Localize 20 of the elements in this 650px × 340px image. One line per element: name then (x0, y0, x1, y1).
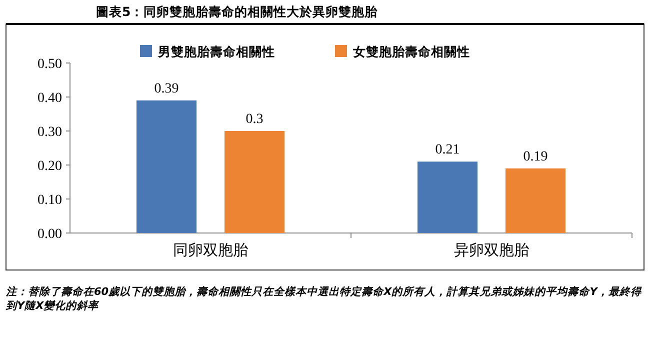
y-tick-label: 0.10 (38, 193, 62, 208)
y-tick-label: 0.50 (38, 57, 62, 72)
data-label: 0.39 (154, 81, 179, 96)
legend-label: 男雙胞胎壽命相關性 (157, 44, 275, 59)
data-label: 0.21 (435, 142, 460, 158)
bar (136, 100, 196, 233)
x-tick-label: 同卵双胞胎 (173, 242, 248, 259)
chart-title: 圖表5：同卵雙胞胎壽命的相關性大於異卵雙胞胎 (96, 4, 379, 19)
bar (506, 168, 566, 233)
text: 注：替除了壽命在60歲以下的雙胞胎，壽命相關性只在全樣本中選出特定壽命X的所有人，計算其兄弟或姊妹的平均壽命Y，最終得到Y隨X變化的斜率 (6, 285, 643, 313)
y-tick-label: 0.40 (38, 91, 62, 106)
y-tick-label: 0.00 (38, 227, 62, 242)
bar (224, 131, 284, 233)
data-label: 0.19 (523, 149, 548, 164)
bar (418, 162, 478, 233)
y-tick-label: 0.20 (38, 159, 62, 174)
y-tick-label: 0.30 (38, 125, 62, 140)
data-label: 0.3 (246, 112, 264, 127)
x-tick-label: 异卵双胞胎 (454, 242, 529, 259)
legend-label: 女雙胞胎壽命相關性 (352, 44, 470, 59)
